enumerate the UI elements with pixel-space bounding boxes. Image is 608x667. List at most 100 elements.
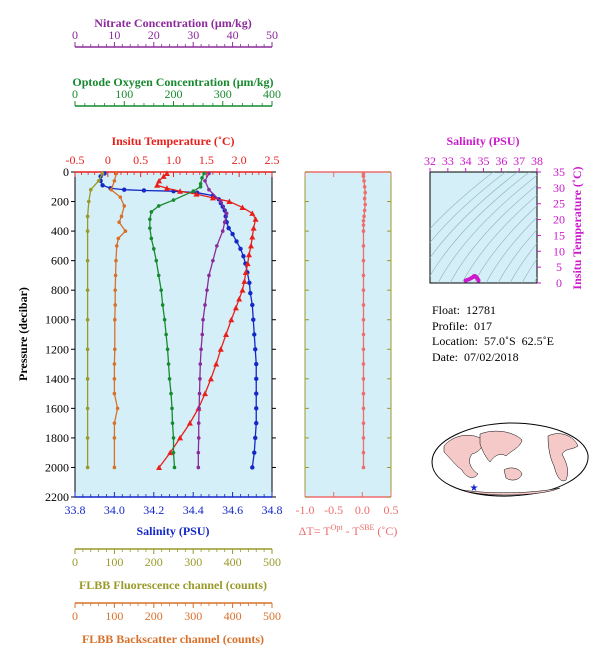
data-point-oxygen xyxy=(200,176,204,180)
delta-t-point xyxy=(361,465,366,470)
data-point-temperature xyxy=(154,182,161,188)
delta-t-point xyxy=(361,258,366,263)
delta-plot-frame xyxy=(304,171,392,498)
delta-t-point xyxy=(362,184,367,189)
delta-t-point xyxy=(361,171,366,176)
data-point-nitrate xyxy=(197,391,202,396)
fluorescence-axis: 0 100 200 300 400 500 xyxy=(72,548,281,569)
data-point-salinity xyxy=(250,465,255,470)
salinity-tick-label: 34.0 xyxy=(104,503,125,517)
ts-inset-ylabel: Insitu Temperature (˚C) xyxy=(570,166,584,289)
map-land-asia xyxy=(479,430,523,463)
temperature-tick-label: 1.0 xyxy=(166,153,181,167)
fluorescence-axis-label: FLBB Fluorescence channel (counts) xyxy=(79,578,267,592)
data-point-salinity xyxy=(230,231,235,237)
data-point-temperature xyxy=(239,287,246,293)
data-point-oxygen xyxy=(149,236,154,241)
pressure-axis-label: Pressure (decibar) xyxy=(16,287,30,381)
temperature-tick-label: 2.0 xyxy=(232,153,247,167)
data-point-salinity xyxy=(241,254,246,259)
delta-t-point xyxy=(361,229,366,233)
salinity-axis-label: Salinity (PSU) xyxy=(136,524,209,538)
delta-t-point xyxy=(361,406,366,411)
data-point-backscatter xyxy=(118,195,123,199)
data-point-temperature xyxy=(156,177,163,184)
data-point-backscatter xyxy=(114,258,118,263)
data-point-nitrate xyxy=(211,258,215,263)
temperature-axis: -0.5 0 0.5 1.0 1.5 2.0 2.5 xyxy=(66,153,280,177)
delta-t-point xyxy=(361,288,366,292)
pressure-tick-label: 800 xyxy=(51,283,69,297)
data-point-oxygen xyxy=(167,377,172,381)
oxygen-tick-label: 400 xyxy=(263,87,281,101)
data-point-oxygen xyxy=(152,247,156,251)
density-contour xyxy=(485,216,537,283)
data-point-backscatter xyxy=(113,303,117,307)
data-point-temperature xyxy=(177,434,184,441)
delta-t-point xyxy=(361,421,366,425)
float-location: Location: 57.0˚S 62.5˚E xyxy=(432,334,554,348)
density-contour xyxy=(430,172,530,277)
data-point-oxygen xyxy=(170,421,175,425)
delta-t-point xyxy=(362,196,367,201)
pressure-tick-label: 1800 xyxy=(45,431,69,445)
delta-t-axis-label: ΔT= TOpt - TSBE (˚C) xyxy=(299,523,398,538)
data-point-oxygen xyxy=(148,217,152,222)
data-point-temperature xyxy=(252,216,259,222)
backscatter-tick-label: 0 xyxy=(72,609,78,623)
ts-inset-ytick-label: 5 xyxy=(556,260,562,274)
data-point-temperature xyxy=(249,210,256,216)
data-point-temperature xyxy=(226,198,233,205)
data-point-nitrate xyxy=(207,273,211,278)
pressure-tick-label: 600 xyxy=(51,254,69,268)
data-point-salinity xyxy=(251,317,256,322)
world-map: ★ xyxy=(431,422,589,497)
data-point-oxygen xyxy=(198,184,203,189)
data-point-backscatter xyxy=(112,421,117,425)
data-point-temperature xyxy=(236,296,243,302)
data-point-fluorescence xyxy=(85,436,90,440)
data-point-backscatter xyxy=(115,406,120,411)
fluorescence-tick-label: 0 xyxy=(72,555,78,569)
data-point-temperature xyxy=(242,269,249,275)
density-contours xyxy=(430,172,537,283)
delta-t-point xyxy=(361,244,366,248)
data-point-temperature xyxy=(239,204,246,210)
backscatter-tick-label: 100 xyxy=(105,609,123,623)
data-point-fluorescence xyxy=(85,317,90,322)
map-land-antarctica xyxy=(461,487,561,496)
data-point-salinity xyxy=(252,450,257,455)
data-point-nitrate xyxy=(203,179,207,183)
data-point-nitrate xyxy=(200,332,205,337)
data-point-nitrate xyxy=(196,450,201,455)
map-land-australia xyxy=(503,467,523,481)
data-point-fluorescence xyxy=(85,214,90,219)
float-id: Float: 12781 xyxy=(432,303,497,317)
fluorescence-tick-label: 400 xyxy=(224,555,242,569)
ts-inset-title: Salinity (PSU) xyxy=(446,134,519,148)
series-line-fluorescence xyxy=(86,173,104,468)
data-point-temperature xyxy=(207,375,214,382)
data-point-nitrate xyxy=(198,377,202,381)
data-point-backscatter xyxy=(109,187,114,192)
data-point-oxygen xyxy=(164,332,168,337)
nitrate-tick-label: 30 xyxy=(187,28,199,42)
data-point-backscatter xyxy=(112,179,117,183)
data-point-fluorescence xyxy=(85,465,90,470)
backscatter-axis: 0 100 200 300 400 500 xyxy=(72,602,281,623)
salinity-tick-label: 34.8 xyxy=(262,503,283,517)
ts-inset-xtick-label: 37 xyxy=(513,154,525,168)
data-point-backscatter xyxy=(113,273,118,278)
data-point-nitrate xyxy=(196,465,201,470)
data-point-nitrate xyxy=(224,211,229,216)
delta-t-point xyxy=(361,174,366,179)
delta-t-point xyxy=(361,332,366,337)
blue-star-icon: ★ xyxy=(470,483,479,494)
data-point-temperature xyxy=(223,331,230,337)
ts-inset-ytick-label: 35 xyxy=(553,165,565,179)
data-point-temperature xyxy=(213,361,220,367)
data-point-salinity xyxy=(254,391,259,396)
data-point-oxygen xyxy=(154,258,159,263)
delta-t-point xyxy=(361,273,366,278)
